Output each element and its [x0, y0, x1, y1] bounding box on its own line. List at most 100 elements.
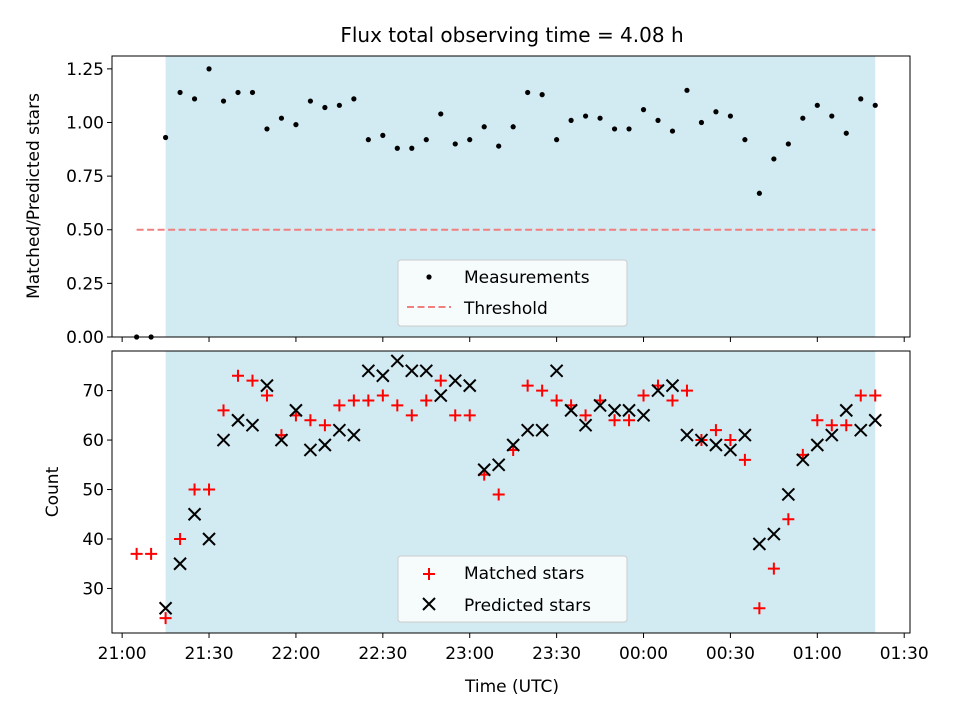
top-y-ticks: 0.00 0.25 0.50 0.75 1.00 1.25 [66, 60, 112, 348]
legend-predicted-label: Predicted stars [464, 596, 591, 616]
predicted-star-point [289, 403, 303, 418]
measurement-point [496, 143, 502, 149]
y-tick-label: 1.00 [66, 113, 104, 133]
predicted-star-point [303, 443, 318, 457]
measurement-point [293, 122, 299, 128]
measurement-point [785, 141, 791, 147]
x-tick-label: 22:00 [271, 644, 320, 664]
predicted-star-point [680, 428, 694, 442]
predicted-star-point [260, 378, 274, 393]
bottom-x-ticks: 21:00 21:30 22:00 22:30 23:00 23:30 00:00 00:30… [98, 633, 929, 664]
legend-matched-label: Matched stars [464, 564, 584, 584]
measurement-point [336, 102, 342, 108]
predicted-star-point [318, 438, 332, 452]
measurement-point [727, 113, 734, 119]
measurement-point [278, 115, 285, 121]
predicted-star-point [448, 373, 462, 388]
x-tick-label: 00:30 [706, 644, 755, 664]
measurement-point [452, 141, 458, 147]
x-tick-label: 23:00 [445, 644, 494, 664]
legend-matched-marker [423, 568, 435, 580]
legend-threshold-label: Threshold [463, 299, 548, 319]
measurement-point [582, 113, 589, 119]
matched-star-point [376, 389, 389, 402]
predicted-star-point [839, 403, 853, 418]
measurement-point [829, 113, 835, 119]
measurement-point [554, 137, 560, 143]
predicted-star-point [607, 403, 622, 418]
measurement-point [438, 111, 444, 117]
matched-star-point [767, 562, 780, 575]
predicted-star-point [854, 423, 868, 437]
measurement-point [843, 130, 849, 136]
measurement-point [640, 107, 647, 113]
y-tick-label: 0.25 [66, 274, 104, 294]
measurement-point [568, 117, 574, 123]
top-legend: Measurements Threshold [397, 259, 628, 327]
measurement-point [177, 89, 183, 96]
matched-star-point [623, 414, 636, 427]
bottom-plot-marks [130, 354, 882, 625]
measurement-point [365, 137, 371, 143]
predicted-star-point [332, 423, 347, 437]
legend-measurements-marker [426, 274, 432, 280]
x-tick-label: 00:00 [619, 644, 668, 664]
measurement-point [162, 134, 169, 141]
matched-star-point [608, 414, 621, 427]
matched-star-point [811, 414, 824, 427]
predicted-star-point [390, 354, 405, 368]
measurement-point [206, 66, 212, 72]
matched-star-point [434, 374, 447, 387]
predicted-star-point [187, 507, 202, 521]
matched-star-point [753, 602, 766, 615]
measurement-point [467, 137, 473, 143]
predicted-star-point [463, 378, 477, 393]
matched-star-point [391, 399, 404, 412]
predicted-star-point [158, 601, 173, 615]
predicted-star-point [767, 527, 781, 541]
matched-star-point [405, 409, 418, 422]
matched-star-point [217, 404, 230, 417]
matched-star-point [579, 409, 592, 422]
predicted-star-point [434, 388, 448, 403]
bottom-legend-box [397, 555, 628, 623]
predicted-star-point [810, 438, 825, 452]
top-x-ticks [121, 337, 905, 342]
matched-star-point [203, 483, 216, 496]
y-tick-label: 0.00 [66, 328, 104, 348]
x-tick-label: 21:00 [98, 644, 147, 664]
matched-star-point [521, 379, 534, 392]
predicted-star-point [491, 458, 506, 472]
measurement-point [351, 96, 357, 102]
measurement-point [220, 98, 227, 104]
predicted-star-point [578, 418, 593, 432]
predicted-star-point [506, 438, 520, 452]
measurement-point [191, 96, 198, 102]
matched-star-point [449, 409, 462, 422]
matched-star-point [782, 513, 795, 526]
matched-star-point [174, 533, 187, 545]
bottom-axes-frame [111, 350, 911, 634]
top-panel: 0.00 0.25 0.50 0.75 1.00 1.25 Matched/Predict… [24, 55, 911, 348]
predicted-star-point [636, 408, 651, 423]
matched-star-point [680, 384, 693, 397]
predicted-star-point [405, 364, 419, 378]
measurement-point [655, 117, 661, 123]
predicted-star-point [173, 557, 187, 571]
y-tick-label: 50 [82, 481, 104, 501]
predicted-star-point [868, 413, 882, 427]
measurement-point [510, 124, 516, 130]
matched-star-point [666, 394, 679, 407]
y-tick-label: 1.25 [66, 60, 104, 80]
measurement-point [858, 96, 864, 102]
x-tick-label: 01:00 [793, 644, 842, 664]
measurement-point [742, 137, 748, 143]
matched-star-point [246, 374, 259, 387]
predicted-star-point [694, 433, 709, 447]
measurement-point [611, 126, 618, 132]
measurement-point [597, 115, 603, 121]
predicted-star-point [593, 398, 607, 413]
predicted-star-point [376, 369, 390, 383]
measurement-point [800, 115, 806, 121]
predicted-star-point [781, 487, 796, 502]
